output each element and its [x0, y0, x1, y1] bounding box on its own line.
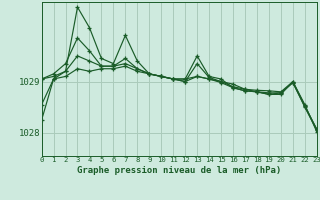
X-axis label: Graphe pression niveau de la mer (hPa): Graphe pression niveau de la mer (hPa) [77, 166, 281, 175]
